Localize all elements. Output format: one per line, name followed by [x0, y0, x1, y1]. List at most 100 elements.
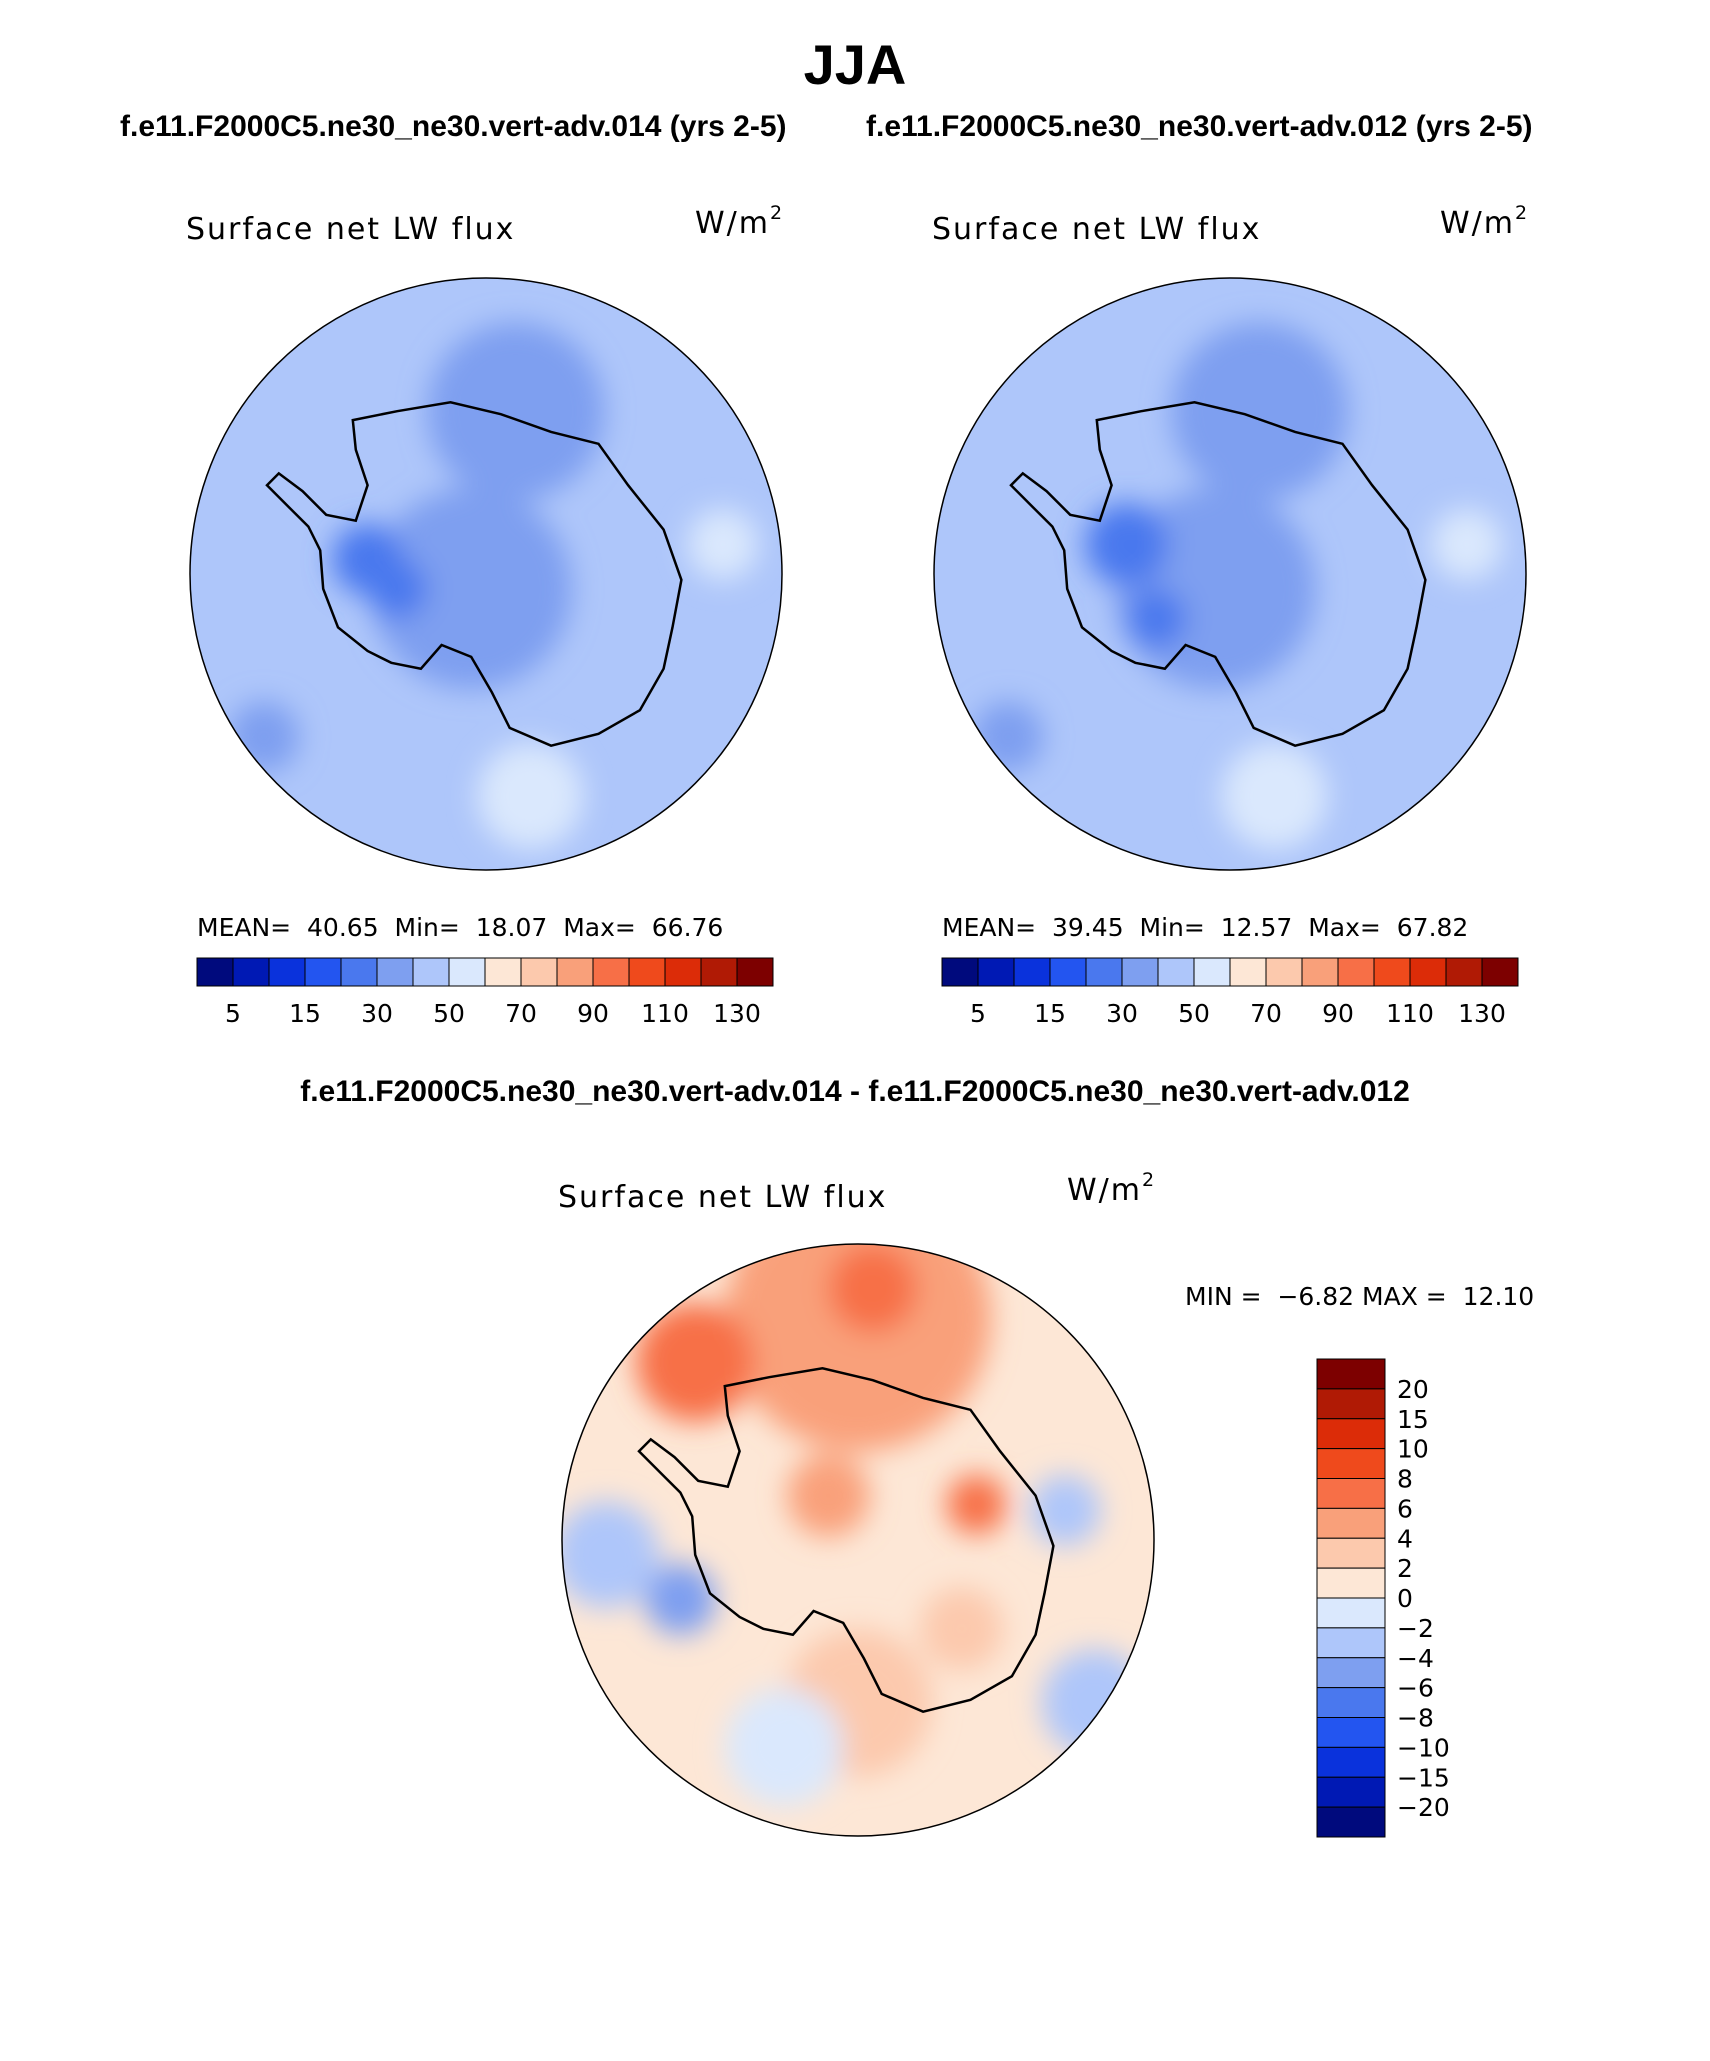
field-region-6: [1431, 508, 1503, 580]
colorbar-tick-label: 5: [970, 999, 986, 1028]
colorbar-tick-label: 130: [1458, 999, 1506, 1028]
colorbar-swatch: [484, 957, 522, 987]
map-border: [561, 1243, 1155, 1837]
panel2-max-value: 67.82: [1396, 913, 1469, 942]
figure-title: JJA: [803, 33, 907, 96]
colorbar-tick-label: 70: [505, 999, 537, 1028]
colorbar-swatch: [941, 957, 979, 987]
colorbar-tick-label: 30: [361, 999, 393, 1028]
colorbar-swatch: [1121, 957, 1159, 987]
diff-title: f.e11.F2000C5.ne30_ne30.vert-adv.014 - f…: [300, 1075, 1410, 1108]
panel2-max-label: Max=: [1308, 913, 1381, 942]
field-region-11: [920, 1587, 1003, 1671]
panel1-min-value: 18.07: [475, 913, 548, 942]
colorbar-swatch: [556, 957, 594, 987]
colorbar-swatch: [1316, 1537, 1386, 1569]
colorbar-tick-label: 130: [713, 999, 761, 1028]
field-region-1: [370, 488, 572, 690]
panel1-max-value: 66.76: [651, 913, 724, 942]
colorbar-tick-label: −6: [1397, 1674, 1434, 1703]
colorbar-tick-label: 2: [1397, 1554, 1413, 1583]
colorbar-swatch: [1157, 957, 1195, 987]
panel3-variable-label: Surface net LW flux: [558, 1180, 888, 1215]
panel3-min-value: −6.82: [1277, 1282, 1355, 1311]
panel3-units: W/m2: [1067, 1169, 1157, 1208]
colorbar-swatch: [1316, 1478, 1386, 1509]
colorbar-tick-label: 90: [1322, 999, 1354, 1028]
colorbar-tick-label: −20: [1397, 1793, 1450, 1822]
field-region-5: [1221, 742, 1328, 850]
panel3-min-label: MIN =: [1185, 1282, 1262, 1311]
case-right-title: f.e11.F2000C5.ne30_ne30.vert-adv.012 (yr…: [866, 110, 1533, 143]
colorbar-swatch: [376, 957, 414, 987]
colorbar-swatch: [628, 957, 666, 987]
colorbar-tick-label: 8: [1397, 1465, 1413, 1494]
colorbar-tick-label: 6: [1397, 1494, 1413, 1523]
panel1-min-label: Min=: [394, 913, 460, 942]
panel1-units: W/m2: [695, 202, 785, 241]
colorbar-swatch: [1193, 957, 1231, 987]
colorbar-panel-1: 5 15 30 50 70 90 110 130: [196, 957, 774, 1028]
field-region-4: [787, 1454, 870, 1537]
colorbar-tick-label: 70: [1250, 999, 1282, 1028]
panel1-mean-label: MEAN=: [197, 913, 292, 942]
panel2-units: W/m2: [1440, 202, 1530, 241]
colorbar-swatch: [1316, 1567, 1386, 1599]
colorbar-swatch: [1316, 1448, 1386, 1479]
colorbar-swatch: [1316, 1507, 1386, 1539]
colorbar-swatch: [1316, 1627, 1386, 1659]
colorbar-tick-label: 15: [1397, 1405, 1429, 1434]
field-region-8: [1041, 1649, 1149, 1757]
field-region-7: [562, 1501, 660, 1609]
panel1-max-label: Max=: [563, 913, 636, 942]
colorbar-swatch: [1337, 957, 1375, 987]
colorbar-tick-label: 4: [1397, 1524, 1413, 1553]
field-region-6: [687, 508, 759, 580]
colorbar-swatch: [1316, 1717, 1386, 1748]
colorbar-tick-label: −2: [1397, 1614, 1434, 1643]
field-region-5: [946, 1474, 1007, 1535]
case-left-title: f.e11.F2000C5.ne30_ne30.vert-adv.014 (yr…: [120, 110, 787, 143]
colorbar-swatch: [196, 957, 234, 987]
colorbar-tick-label: 15: [289, 999, 321, 1028]
map-panel-1: [189, 277, 783, 871]
colorbar-tick-label: 110: [1386, 999, 1434, 1028]
panel2-mean-value: 39.45: [1052, 913, 1124, 942]
colorbar-tick-label: −15: [1397, 1763, 1450, 1792]
colorbar-swatch: [1409, 957, 1447, 987]
field-region-3: [1126, 588, 1186, 649]
panel2-min-label: Min=: [1139, 913, 1205, 942]
field-region-12: [724, 1688, 844, 1807]
colorbar-panel-2: 5 15 30 50 70 90 110 130: [941, 957, 1519, 1028]
colorbar-swatch: [232, 957, 270, 987]
colorbar-swatch: [1316, 1418, 1386, 1450]
colorbar-swatch: [1085, 957, 1123, 987]
antarctica-coastline: [265, 401, 683, 748]
colorbar-swatch: [268, 957, 306, 987]
colorbar-swatch: [1013, 957, 1051, 987]
panel1-variable-label: Surface net LW flux: [186, 212, 516, 247]
field-region-3: [828, 1244, 918, 1333]
colorbar-tick-label: 50: [1178, 999, 1210, 1028]
colorbar-tick-label: 30: [1106, 999, 1138, 1028]
colorbar-swatch: [1316, 1388, 1386, 1420]
field-region-4: [1170, 322, 1349, 501]
colorbar-swatch: [1373, 957, 1411, 987]
antarctica-coastline: [637, 1367, 1055, 1714]
colorbar-swatch: [412, 957, 450, 987]
antarctica-coastline: [1009, 401, 1427, 748]
colorbar-swatch: [700, 957, 738, 987]
panel1-mean-value: 40.65: [307, 913, 379, 942]
panel3-max-value: 12.10: [1462, 1282, 1535, 1311]
colorbar-swatch: [1049, 957, 1087, 987]
map-border: [933, 277, 1527, 871]
field-region-6: [644, 1563, 716, 1635]
colorbar-tick-label: −8: [1397, 1704, 1434, 1733]
colorbar-swatch: [1229, 957, 1267, 987]
colorbar-swatch: [448, 957, 486, 987]
colorbar-swatch: [1316, 1597, 1386, 1629]
colorbar-tick-label: 50: [433, 999, 465, 1028]
panel3-stats: MIN = −6.82 MAX = 12.10: [1185, 1282, 1534, 1311]
colorbar-tick-label: 10: [1397, 1435, 1429, 1464]
